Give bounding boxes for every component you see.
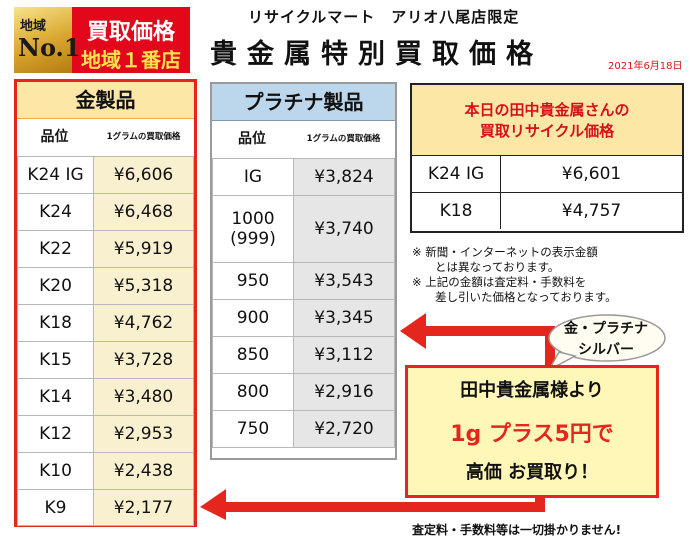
platinum-price-cell: ¥3,740 [293, 195, 395, 263]
table-row: K14 ¥3,480 [17, 378, 194, 416]
date-label: 2021年6月18日 [608, 61, 683, 72]
badge-line1: 買取価格 [86, 20, 175, 45]
table-row: 950 ¥3,543 [212, 262, 395, 300]
table-row: 800 ¥2,916 [212, 373, 395, 411]
gold-grade-cell: K14 [17, 378, 94, 416]
platinum-col-grade: 品位 [238, 131, 266, 147]
table-row: K15 ¥3,728 [17, 341, 194, 379]
gold-price-cell: ¥2,953 [93, 415, 194, 453]
notes: ※ 新聞・インターネットの表示金額 とは異なっております。 ※ 上記の金額は査定… [412, 245, 617, 305]
table-row: K10 ¥2,438 [17, 452, 194, 490]
table-row: K24 IG ¥6,601 [412, 155, 682, 193]
table-row: K9 ¥2,177 [17, 489, 194, 526]
badge-line2: 地域１番店 [81, 48, 181, 72]
today-price-box: 本日の田中貴金属さんの 買取リサイクル価格 K24 IG ¥6,601 K18 … [410, 83, 684, 233]
bubble-line2: シルバー [578, 342, 634, 358]
no1-medal [14, 7, 72, 73]
today-line2: 買取リサイクル価格 [479, 122, 615, 140]
bubble-line1: 金・プラチナ [564, 321, 648, 337]
platinum-rows: IG ¥3,824 1000 (999) ¥3,740 950 ¥3,543 900 ¥3,3… [212, 158, 395, 448]
gold-grade-cell: K24 [17, 193, 94, 231]
platinum-grade-cell: 1000 (999) [212, 195, 294, 263]
platinum-price-cell: ¥3,345 [293, 299, 395, 337]
gold-grade-cell: K22 [17, 230, 94, 268]
badge-no1-label: No.1 [18, 33, 81, 62]
note-line: 差し引いた価格となっております。 [412, 290, 617, 304]
gold-price-table: 金製品 品位 1グラムの買取価格 K24 IG ¥6,606 K24 ¥6,468 K2… [14, 79, 197, 527]
platinum-table-header: プラチナ製品 [212, 84, 395, 121]
gold-grade-cell: K24 IG [17, 156, 94, 194]
gold-price-cell: ¥4,762 [93, 304, 194, 342]
gold-price-cell: ¥3,728 [93, 341, 194, 379]
gold-table-header: 金製品 [17, 82, 194, 119]
gold-price-cell: ¥2,438 [93, 452, 194, 490]
bubble-shape [547, 314, 666, 372]
gold-price-cell: ¥6,606 [93, 156, 194, 194]
promo-line3: 高価 お買取り！ [465, 462, 599, 483]
promo-box: 田中貴金属様より 1g プラス5円で 高価 お買取り！ [405, 365, 659, 498]
gold-grade-cell: K20 [17, 267, 94, 305]
platinum-price-cell: ¥2,720 [293, 410, 395, 448]
promo-line2: 1g プラス5円で [450, 422, 614, 447]
note-line: ※ 上記の金額は査定料・手数料を [412, 275, 587, 289]
platinum-grade-cell: 850 [212, 336, 294, 374]
table-row: K12 ¥2,953 [17, 415, 194, 453]
table-row: K18 ¥4,762 [17, 304, 194, 342]
table-row: 900 ¥3,345 [212, 299, 395, 337]
gold-grade-cell: K10 [17, 452, 94, 490]
table-row: K18 ¥4,757 [412, 192, 682, 229]
platinum-price-cell: ¥2,916 [293, 373, 395, 411]
gold-col-grade: 品位 [40, 129, 69, 145]
today-grade: K24 IG [412, 155, 501, 193]
table-row: 750 ¥2,720 [212, 410, 395, 448]
platinum-grade-cell: 950 [212, 262, 294, 300]
platinum-col-price: 1グラムの買取価格 [306, 134, 381, 144]
table-row: 850 ¥3,112 [212, 336, 395, 374]
table-row: K24 IG ¥6,606 [17, 156, 194, 194]
page-title: 貴金属特別買取価格 [210, 39, 543, 70]
note-line: とは異なっております。 [412, 260, 560, 274]
table-row: 1000 (999) ¥3,740 [212, 195, 395, 263]
footer-note: 査定料・手数料等は一切掛かりません! [412, 523, 622, 537]
gold-grade-cell: K12 [17, 415, 94, 453]
area-no1-badge: 地域 No.1 買取価格 地域１番店 [14, 7, 190, 73]
platinum-price-cell: ¥3,824 [293, 158, 395, 196]
platinum-price-table: プラチナ製品 品位 1グラムの買取価格 IG ¥3,824 1000 (999) ¥3… [210, 82, 397, 460]
gold-price-cell: ¥3,480 [93, 378, 194, 416]
gold-grade-cell: K15 [17, 341, 94, 379]
platinum-grade-cell: 750 [212, 410, 294, 448]
table-row: K20 ¥5,318 [17, 267, 194, 305]
table-row: K24 ¥6,468 [17, 193, 194, 231]
today-price: ¥4,757 [500, 192, 682, 229]
metal-types-bubble: 金・プラチナ シルバー [545, 312, 667, 372]
gold-price-cell: ¥2,177 [93, 489, 194, 526]
today-price-header: 本日の田中貴金属さんの 買取リサイクル価格 [412, 85, 682, 156]
platinum-grade-cell: IG [212, 158, 294, 196]
today-price: ¥6,601 [500, 155, 682, 193]
today-grade: K18 [412, 192, 501, 229]
arrow-left-icon [400, 313, 555, 365]
platinum-price-cell: ¥3,543 [293, 262, 395, 300]
gold-grade-cell: K9 [17, 489, 94, 526]
platinum-grade-cell: 900 [212, 299, 294, 337]
gold-rows: K24 IG ¥6,606 K24 ¥6,468 K22 ¥5,919 K20 ¥5,318 K… [17, 156, 194, 526]
gold-grade-cell: K18 [17, 304, 94, 342]
gold-price-cell: ¥6,468 [93, 193, 194, 231]
table-row: K22 ¥5,919 [17, 230, 194, 268]
note-line: ※ 新聞・インターネットの表示金額 [412, 245, 598, 259]
gold-price-cell: ¥5,919 [93, 230, 194, 268]
table-row: IG ¥3,824 [212, 158, 395, 196]
today-line1: 本日の田中貴金属さんの [464, 101, 630, 119]
gold-price-cell: ¥5,318 [93, 267, 194, 305]
badge-area-label: 地域 [20, 19, 47, 34]
store-name: リサイクルマート アリオ八尾店限定 [248, 8, 520, 26]
platinum-grade-cell: 800 [212, 373, 294, 411]
gold-col-price: 1グラムの買取価格 [106, 132, 181, 142]
platinum-price-cell: ¥3,112 [293, 336, 395, 374]
promo-line1: 田中貴金属様より [460, 380, 604, 401]
today-price-rows: K24 IG ¥6,601 K18 ¥4,757 [412, 155, 682, 229]
